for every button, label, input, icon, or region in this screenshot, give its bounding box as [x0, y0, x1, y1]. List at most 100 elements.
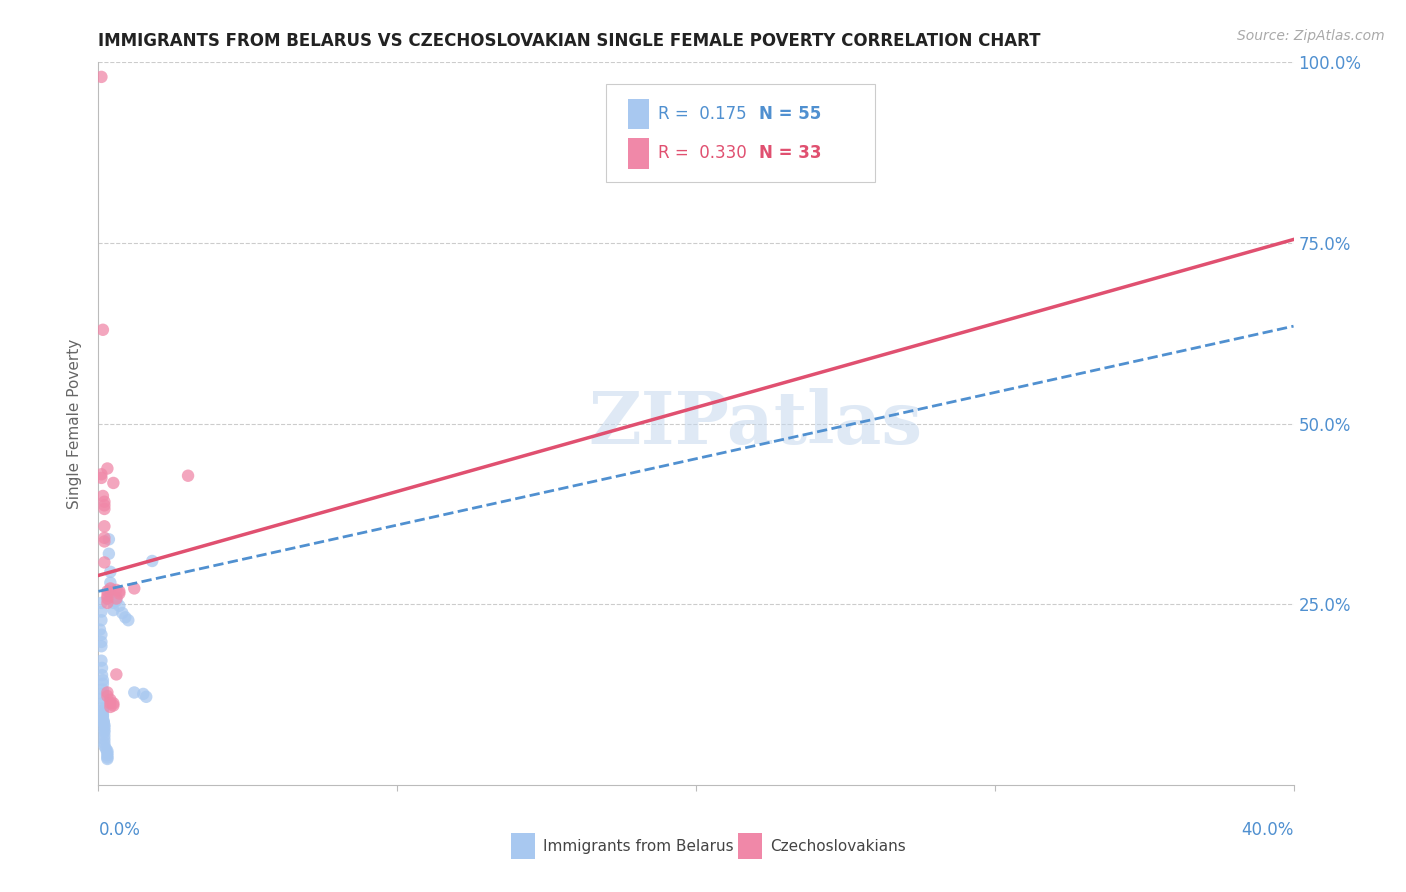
- Point: [93, 732, 115, 747]
- Point: [93, 556, 115, 570]
- Point: [98, 589, 122, 603]
- FancyBboxPatch shape: [606, 84, 875, 182]
- Point: [111, 606, 134, 620]
- Bar: [628, 138, 650, 169]
- Text: ZIPatlas: ZIPatlas: [589, 388, 922, 459]
- Point: [91, 323, 114, 337]
- Point: [97, 533, 120, 547]
- Text: R =  0.330: R = 0.330: [658, 145, 747, 162]
- Point: [91, 711, 114, 725]
- Point: [91, 687, 114, 701]
- Bar: [510, 833, 534, 859]
- Point: [105, 667, 128, 681]
- Point: [90, 654, 112, 668]
- Text: Czechoslovakians: Czechoslovakians: [770, 838, 905, 854]
- Point: [98, 582, 122, 597]
- Point: [177, 468, 200, 483]
- Point: [90, 467, 112, 482]
- Point: [96, 591, 118, 606]
- Point: [98, 575, 122, 590]
- Point: [93, 502, 115, 516]
- Point: [94, 742, 117, 756]
- Point: [103, 603, 125, 617]
- Point: [91, 668, 114, 682]
- Point: [105, 593, 128, 607]
- Point: [98, 700, 122, 714]
- Point: [93, 534, 115, 549]
- Point: [93, 519, 115, 533]
- Text: Source: ZipAtlas.com: Source: ZipAtlas.com: [1237, 29, 1385, 44]
- Point: [108, 584, 131, 599]
- Point: [124, 582, 146, 596]
- Text: 0.0%: 0.0%: [98, 821, 141, 839]
- Point: [103, 696, 125, 710]
- Point: [103, 596, 125, 610]
- Point: [96, 685, 118, 699]
- Point: [90, 605, 112, 619]
- Point: [96, 748, 118, 763]
- Point: [90, 628, 112, 642]
- Y-axis label: Single Female Poverty: Single Female Poverty: [67, 339, 83, 508]
- Point: [89, 623, 111, 637]
- Bar: [628, 98, 650, 129]
- Point: [91, 696, 114, 710]
- Point: [93, 494, 115, 508]
- Point: [91, 673, 114, 688]
- Point: [135, 690, 157, 704]
- Point: [105, 591, 128, 606]
- Point: [93, 718, 115, 732]
- Point: [108, 586, 131, 600]
- Point: [93, 714, 115, 729]
- Point: [96, 461, 118, 475]
- Point: [98, 696, 122, 710]
- Point: [90, 471, 112, 485]
- Point: [91, 707, 114, 722]
- Point: [96, 584, 118, 599]
- Point: [90, 635, 112, 649]
- Point: [93, 729, 115, 743]
- Text: R =  0.175: R = 0.175: [658, 104, 747, 123]
- Point: [93, 499, 115, 513]
- Point: [91, 661, 114, 675]
- Text: 40.0%: 40.0%: [1241, 821, 1294, 839]
- Point: [108, 599, 131, 613]
- Point: [96, 589, 118, 603]
- Point: [91, 682, 114, 697]
- Point: [103, 698, 125, 713]
- Point: [93, 723, 115, 737]
- Point: [96, 752, 118, 766]
- Point: [93, 739, 115, 753]
- Bar: [738, 833, 762, 859]
- Point: [91, 701, 114, 715]
- Point: [96, 746, 118, 760]
- Point: [90, 596, 112, 610]
- Point: [93, 715, 115, 730]
- Point: [132, 687, 155, 701]
- Point: [91, 489, 114, 503]
- Point: [98, 692, 122, 706]
- Point: [93, 736, 115, 750]
- Text: N = 55: N = 55: [759, 104, 821, 123]
- Point: [91, 691, 114, 706]
- Point: [96, 596, 118, 610]
- Point: [98, 565, 122, 579]
- Point: [90, 613, 112, 627]
- Point: [105, 590, 128, 604]
- Point: [90, 70, 112, 84]
- Text: Immigrants from Belarus: Immigrants from Belarus: [543, 838, 734, 854]
- Point: [93, 531, 115, 545]
- Point: [96, 750, 118, 764]
- Point: [96, 689, 118, 703]
- Point: [93, 725, 115, 739]
- Point: [91, 704, 114, 718]
- Point: [117, 613, 139, 627]
- Point: [90, 639, 112, 653]
- Point: [141, 554, 163, 568]
- Point: [103, 475, 125, 490]
- Point: [114, 610, 136, 624]
- Point: [124, 685, 146, 699]
- Point: [93, 720, 115, 734]
- Point: [91, 677, 114, 691]
- Text: IMMIGRANTS FROM BELARUS VS CZECHOSLOVAKIAN SINGLE FEMALE POVERTY CORRELATION CHA: IMMIGRANTS FROM BELARUS VS CZECHOSLOVAKI…: [98, 32, 1040, 50]
- Point: [97, 547, 120, 561]
